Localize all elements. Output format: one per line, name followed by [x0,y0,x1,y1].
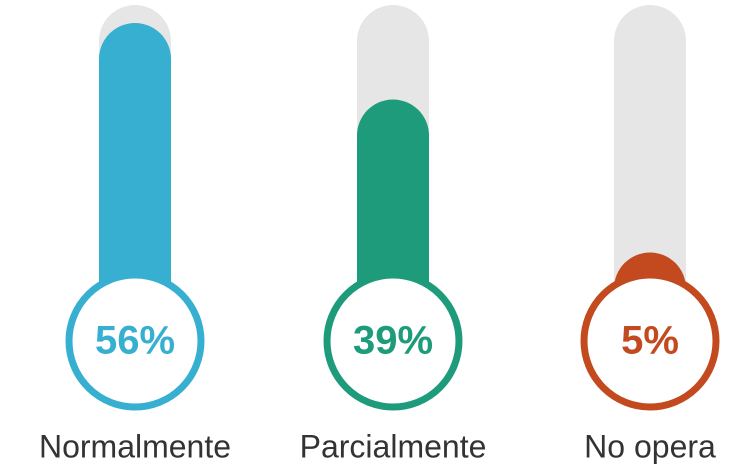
bulb [65,271,205,411]
value-label: 5% [621,319,679,363]
value-label: 39% [353,319,433,363]
level [99,23,171,341]
track [614,5,686,341]
category-label: No opera [584,428,716,464]
bulb [580,271,720,411]
bulb [323,271,463,411]
category-label: Normalmente [39,428,231,464]
value-label: 56% [95,319,175,363]
category-label: Parcialmente [300,428,487,464]
